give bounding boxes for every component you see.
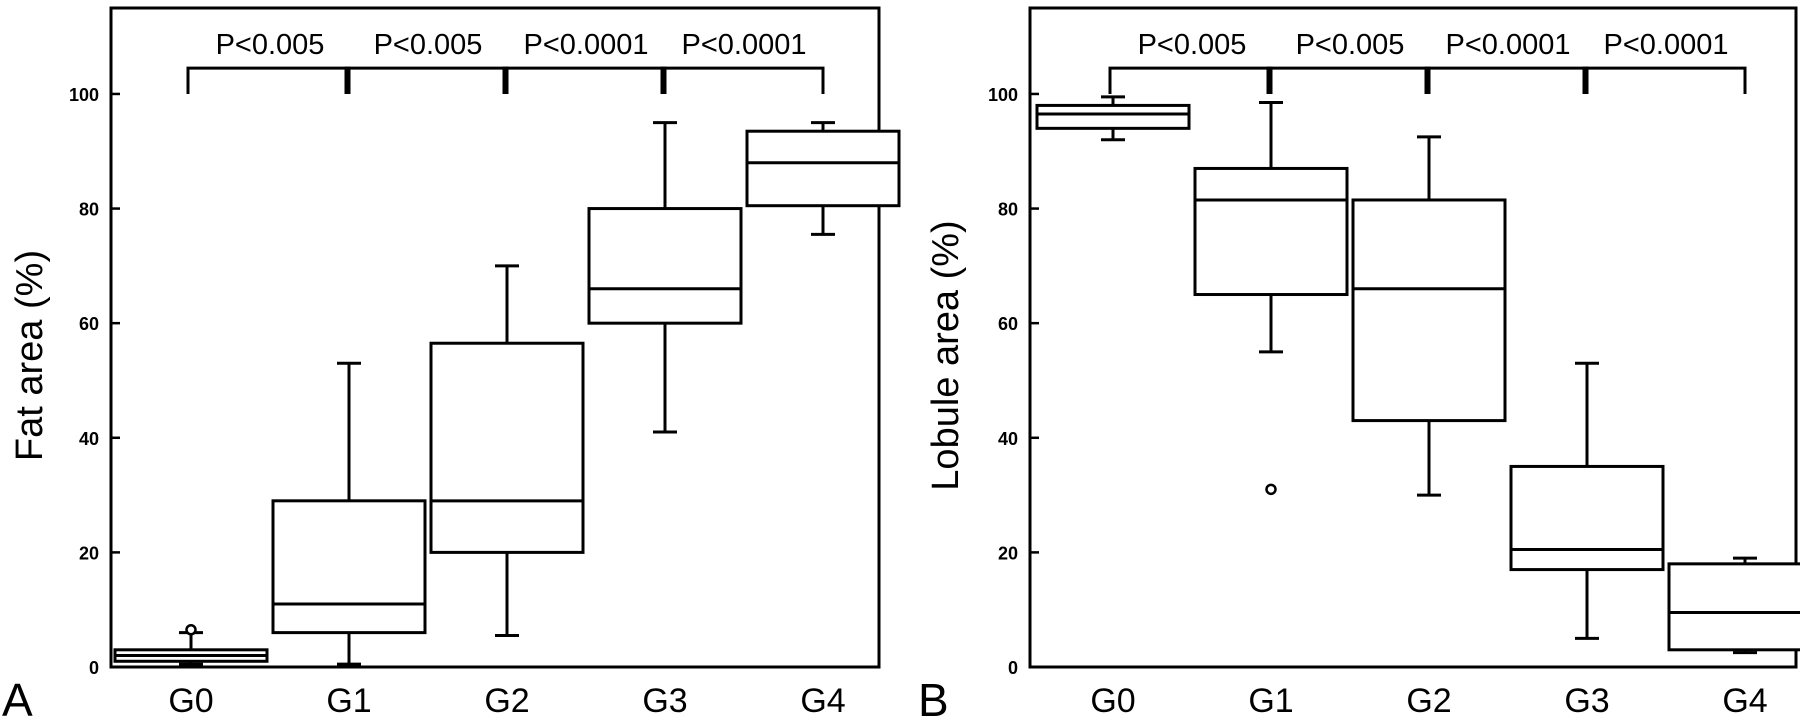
- panel-a: 0 20 40 60 80 100 Fat area (%) G0 G1 G2 G3 G4 A P<0.0…: [2, 6, 901, 726]
- y-tick-label: 80: [79, 200, 99, 220]
- x-tick-label: G3: [642, 682, 687, 720]
- box-iqr: [1509, 464, 1665, 572]
- box-iqr: [1035, 103, 1191, 130]
- box-iqr: [587, 207, 743, 325]
- x-tick-label: G0: [1090, 682, 1135, 720]
- y-tick-label: 60: [79, 314, 99, 334]
- plot-frame: [1028, 6, 1798, 669]
- p-value-label: P<0.005: [1296, 29, 1405, 61]
- box-iqr: [1667, 562, 1800, 652]
- panel-letter: A: [2, 674, 33, 726]
- comparison-bracket: [660, 66, 825, 94]
- y-tick-label: 80: [998, 200, 1018, 220]
- box-g2: [429, 264, 585, 637]
- p-value-label: P<0.005: [1138, 29, 1247, 61]
- x-tick-label: G4: [1722, 682, 1767, 720]
- box-g1: [271, 361, 427, 666]
- outlier-point: [1265, 483, 1277, 496]
- p-value-label: P<0.0001: [682, 29, 807, 61]
- y-tick-label: 20: [79, 543, 99, 563]
- x-tick-label: G2: [1406, 682, 1451, 720]
- box-g3: [587, 121, 743, 434]
- box-iqr: [745, 129, 901, 208]
- y-tick-label: 40: [998, 429, 1018, 449]
- y-tick-label: 20: [998, 543, 1018, 563]
- comparison-bracket: [1582, 66, 1747, 94]
- p-value-label: P<0.0001: [1604, 29, 1729, 61]
- p-value-label: P<0.005: [216, 29, 325, 61]
- comparison-bracket: [186, 66, 351, 94]
- x-tick-label: G0: [168, 682, 213, 720]
- plot-frame: [109, 6, 881, 669]
- comparison-bracket: [1424, 66, 1589, 94]
- box-g3: [1509, 361, 1665, 640]
- comparison-bracket: [502, 66, 667, 94]
- y-tick-label: 60: [998, 314, 1018, 334]
- panel-b: 0 20 40 60 80 100 Lobule area (%) G0 G1 G2 G3 G4 B P<…: [918, 6, 1800, 726]
- box-g4: [745, 121, 901, 236]
- x-tick-label: G1: [326, 682, 371, 720]
- box-iqr: [1193, 166, 1349, 297]
- box-iqr: [271, 499, 427, 635]
- box-iqr: [1351, 198, 1507, 423]
- y-tick-label: 0: [89, 658, 99, 678]
- panel-letter: B: [918, 674, 949, 726]
- p-value-label: P<0.0001: [1446, 29, 1571, 61]
- y-axis-title: Lobule area (%): [925, 220, 967, 490]
- y-tick-label: 100: [69, 85, 99, 105]
- x-tick-label: G2: [484, 682, 529, 720]
- box-g2: [1351, 135, 1507, 497]
- p-value-label: P<0.0001: [524, 29, 649, 61]
- y-tick-label: 40: [79, 429, 99, 449]
- x-tick-label: G1: [1248, 682, 1293, 720]
- y-tick-label: 100: [988, 85, 1018, 105]
- comparison-bracket: [1266, 66, 1431, 94]
- box-g1: [1193, 101, 1349, 496]
- box-g4: [1667, 556, 1800, 655]
- box-g0: [113, 624, 269, 666]
- box-iqr: [429, 341, 585, 554]
- y-axis-title: Fat area (%): [9, 250, 51, 461]
- comparison-bracket: [344, 66, 509, 94]
- comparison-bracket: [1108, 66, 1273, 94]
- box-g0: [1035, 95, 1191, 142]
- x-tick-label: G3: [1564, 682, 1609, 720]
- outlier-point: [185, 624, 197, 636]
- p-value-label: P<0.005: [374, 29, 483, 61]
- y-tick-label: 0: [1008, 658, 1018, 678]
- x-tick-label: G4: [800, 682, 845, 720]
